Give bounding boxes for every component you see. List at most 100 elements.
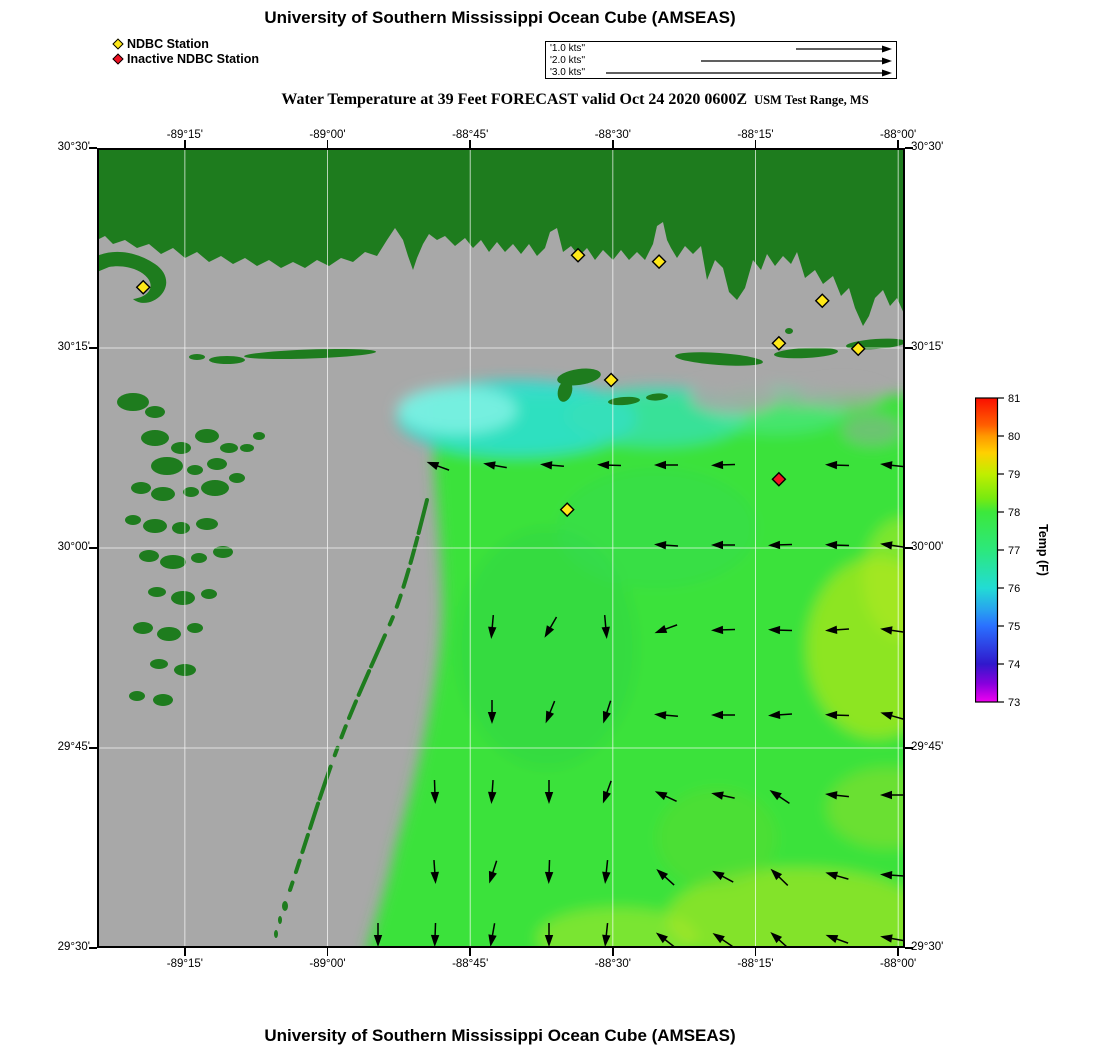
axis-tick-label: 30°00' xyxy=(911,541,944,553)
axis-tick-label: -88°30' xyxy=(594,129,631,141)
axis-tick xyxy=(89,947,97,949)
colorbar-tick-label: 73 xyxy=(1008,697,1020,709)
current-vector-arrow xyxy=(711,791,735,800)
current-vector-arrow xyxy=(483,461,507,470)
axis-tick-label: -88°15' xyxy=(737,958,774,970)
axis-tick xyxy=(184,140,186,148)
scale-label-1kt: '1.0 kts'' xyxy=(550,43,586,54)
page-title: University of Southern Mississippi Ocean… xyxy=(264,8,736,27)
subtitle-main: Water Temperature at 39 Feet FORECAST va… xyxy=(281,91,748,108)
current-vector-arrow xyxy=(602,780,612,804)
axis-tick-label: -89°00' xyxy=(309,958,346,970)
axis-tick xyxy=(469,140,471,148)
axis-tick xyxy=(326,140,329,148)
current-vector-arrow xyxy=(880,541,904,550)
current-vector-arrow xyxy=(880,871,905,880)
ndbc-station-marker xyxy=(570,247,586,263)
current-vector-arrow xyxy=(711,625,736,635)
current-vector-arrow xyxy=(770,868,789,886)
axis-tick xyxy=(612,140,614,148)
axis-tick-label: -89°15' xyxy=(166,129,203,141)
current-vector-arrow xyxy=(602,700,612,724)
current-vector-arrow xyxy=(654,791,677,803)
axis-tick xyxy=(469,948,471,956)
current-vector-arrow xyxy=(488,614,497,639)
axis-tick xyxy=(89,147,97,149)
colorbar: 81 80 79 78 77 76 75 74 73 Temp (F) xyxy=(975,393,1050,709)
current-vector-arrow xyxy=(825,625,850,634)
current-vector-arrow xyxy=(768,540,793,550)
current-vector-arrow xyxy=(544,616,558,638)
current-vector-arrow xyxy=(601,614,610,639)
current-speed-scale: '1.0 kts'' '2.0 kts'' '3.0 kts'' xyxy=(545,41,897,79)
current-vector-arrow xyxy=(711,460,736,470)
current-vector-arrow xyxy=(880,626,904,635)
axis-tick-label: -88°45' xyxy=(452,958,489,970)
current-vector-arrow xyxy=(768,625,793,635)
current-vector-arrow xyxy=(880,461,904,470)
scale-label-3kt: '3.0 kts'' xyxy=(550,67,586,78)
axis-tick-label: -88°15' xyxy=(737,129,774,141)
map-canvas xyxy=(97,148,905,948)
land-masses xyxy=(97,148,905,938)
axis-tick-label: -88°00' xyxy=(880,958,917,970)
colorbar-tick-label: 81 xyxy=(1008,393,1020,405)
axis-tick xyxy=(897,140,899,148)
axis-tick xyxy=(612,948,614,956)
current-vector-arrow xyxy=(825,871,849,880)
ndbc-station-marker xyxy=(651,254,667,270)
current-vector-arrow xyxy=(597,460,622,470)
current-vector-arrow xyxy=(825,934,849,944)
axis-tick xyxy=(905,747,913,749)
current-vector-arrow xyxy=(545,700,556,724)
ndbc-station-marker xyxy=(814,293,830,309)
current-vector-arrow xyxy=(656,868,675,886)
temperature-field xyxy=(367,380,905,948)
axis-tick-label: 29°30' xyxy=(57,941,90,953)
current-vector-arrow xyxy=(880,934,904,943)
current-vector-arrow xyxy=(544,859,554,884)
colorbar-tick-label: 74 xyxy=(1008,659,1020,671)
current-vectors xyxy=(373,460,905,948)
current-vector-arrow xyxy=(768,710,793,719)
current-vector-arrow xyxy=(488,860,498,884)
scale-arrow xyxy=(796,45,892,53)
current-vector-arrow xyxy=(602,860,611,884)
current-vector-arrow xyxy=(655,932,676,948)
current-vector-arrow xyxy=(544,780,554,804)
ndbc-station-marker xyxy=(135,279,151,295)
axis-tick-label: -88°00' xyxy=(880,129,917,141)
map-frame xyxy=(97,148,905,948)
colorbar-tick-label: 76 xyxy=(1008,583,1020,595)
current-vector-arrow xyxy=(654,541,679,550)
axis-tick xyxy=(905,947,913,949)
ndbc-station-marker xyxy=(850,341,866,357)
axis-tick-label: 30°30' xyxy=(57,141,90,153)
axis-tick-label: -88°30' xyxy=(594,958,631,970)
legend-label: NDBC Station xyxy=(127,36,209,51)
legend-label: Inactive NDBC Station xyxy=(127,51,259,66)
axis-tick-label: 30°15' xyxy=(57,341,90,353)
colorbar-tick-label: 77 xyxy=(1008,545,1020,557)
current-vector-arrow xyxy=(430,779,440,804)
current-vector-arrow xyxy=(654,624,678,634)
graticule xyxy=(97,148,905,948)
axis-tick-label: -88°45' xyxy=(452,129,489,141)
colorbar-tick-label: 75 xyxy=(1008,621,1020,633)
ndbc-station-marker xyxy=(603,372,619,388)
colorbar-tick-label: 80 xyxy=(1008,431,1020,443)
axis-tick xyxy=(89,747,97,749)
current-vector-arrow xyxy=(430,859,439,884)
current-vector-arrow xyxy=(488,779,497,804)
current-vector-arrow xyxy=(426,461,450,471)
scale-label-2kt: '2.0 kts'' xyxy=(550,55,586,66)
axis-tick xyxy=(905,547,913,549)
current-vector-arrow xyxy=(602,923,611,947)
current-vector-arrow xyxy=(540,461,565,470)
legend: NDBC Station Inactive NDBC Station xyxy=(112,36,259,66)
current-vector-arrow xyxy=(825,791,849,800)
scale-arrow xyxy=(701,57,892,65)
axis-tick-label: 30°15' xyxy=(911,341,944,353)
ndbc-station-marker xyxy=(771,335,787,351)
current-vector-arrow xyxy=(654,711,679,720)
